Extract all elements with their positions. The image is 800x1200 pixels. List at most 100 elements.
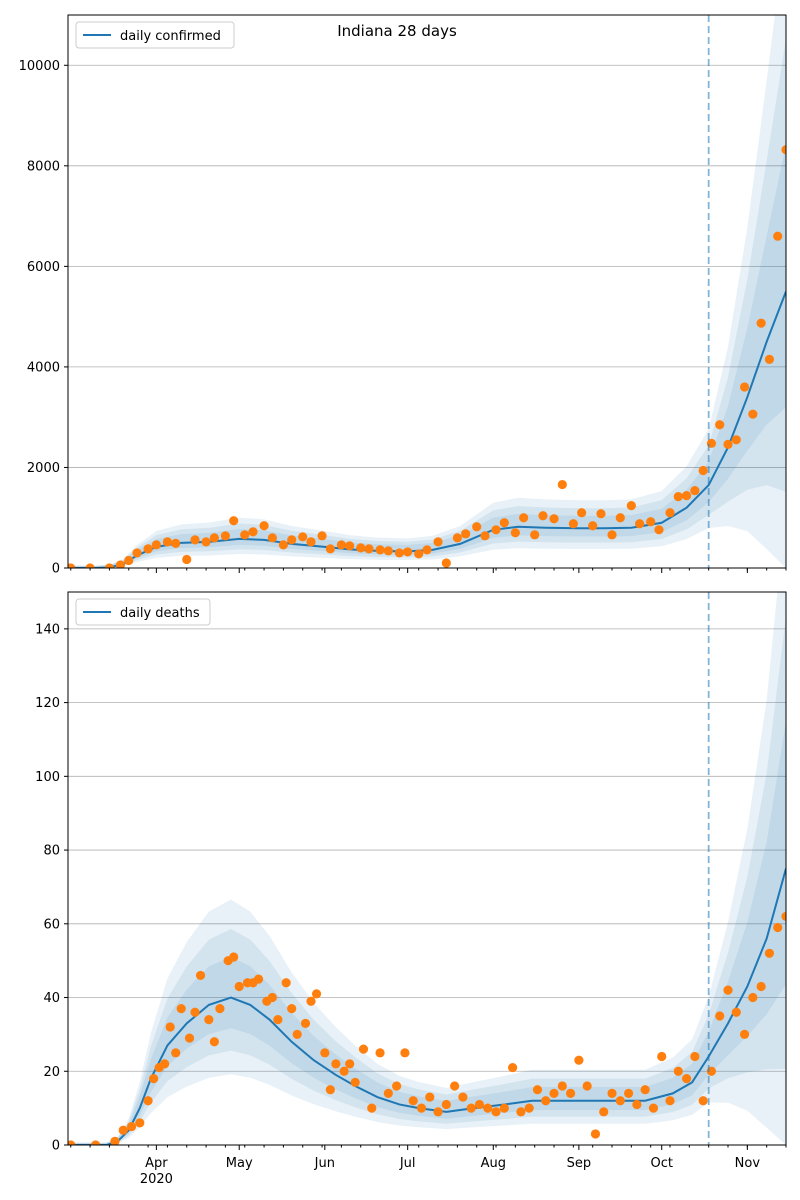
data-point: [654, 525, 664, 535]
data-point: [756, 981, 766, 992]
data-point: [538, 511, 548, 521]
data-point: [673, 1066, 683, 1076]
data-point: [623, 1088, 634, 1098]
data-point: [461, 529, 471, 539]
data-point: [325, 1085, 335, 1095]
data-point: [458, 1092, 468, 1102]
data-point: [143, 1096, 153, 1106]
data-point: [91, 1140, 101, 1145]
data-point: [588, 521, 598, 531]
data-point: [364, 544, 374, 554]
x-tick-label: Aug: [481, 1156, 506, 1171]
data-point: [171, 538, 181, 548]
data-point: [104, 563, 115, 568]
data-point: [400, 1048, 410, 1058]
data-point: [635, 519, 645, 529]
uncertainty-band: [70, 15, 786, 568]
axes-frame: [67, 591, 787, 1146]
data-point: [466, 1103, 476, 1113]
data-point: [681, 491, 692, 501]
data-point: [422, 545, 432, 555]
data-point: [549, 1088, 559, 1098]
data-point: [756, 318, 766, 328]
data-point: [204, 1015, 214, 1025]
data-point: [519, 513, 529, 523]
data-point: [278, 540, 288, 550]
data-point: [190, 535, 200, 545]
data-point: [665, 1096, 675, 1106]
data-point: [590, 1129, 601, 1139]
axes-frame: [67, 14, 787, 569]
data-point: [339, 1066, 349, 1076]
data-point: [292, 1029, 302, 1039]
x-tick-label: May: [226, 1156, 253, 1171]
x-tick-label: Apr: [145, 1156, 168, 1171]
data-point: [425, 1092, 435, 1102]
data-point: [615, 513, 625, 523]
data-point: [273, 1015, 283, 1025]
y-tick-label: 0: [52, 562, 60, 577]
data-point: [320, 1048, 330, 1058]
data-point: [640, 1085, 650, 1095]
data-point: [248, 527, 258, 537]
data-point: [240, 530, 250, 540]
data-point: [566, 1088, 576, 1098]
data-point: [287, 1003, 297, 1014]
data-point: [715, 1011, 725, 1021]
data-point: [392, 1081, 402, 1091]
data-point: [557, 479, 567, 490]
data-point: [375, 545, 385, 555]
data-point: [317, 531, 327, 541]
data-point: [171, 1048, 181, 1058]
data-point: [607, 1088, 617, 1098]
data-point: [331, 1059, 341, 1069]
data-point: [281, 978, 291, 988]
data-point: [195, 970, 206, 981]
data-point: [300, 1018, 311, 1028]
data-point: [626, 501, 636, 511]
data-point: [149, 1074, 159, 1084]
data-point: [748, 992, 758, 1003]
y-tick-label: 100: [35, 770, 60, 785]
data-point: [474, 1099, 485, 1110]
data-point: [599, 1107, 609, 1117]
data-point: [408, 1096, 418, 1106]
data-point: [229, 952, 239, 962]
data-point: [690, 1051, 700, 1062]
data-point: [698, 465, 708, 476]
data-point: [345, 1059, 355, 1069]
data-point: [85, 563, 95, 568]
data-point: [182, 554, 192, 565]
series-line-daily-deaths: [70, 868, 786, 1145]
x-tick-label: Oct: [650, 1156, 672, 1171]
data-point: [151, 540, 161, 550]
data-point: [306, 537, 316, 547]
legend: daily confirmed: [75, 21, 235, 49]
y-tick-label: 8000: [27, 159, 60, 174]
data-point: [311, 989, 322, 999]
data-point: [433, 1107, 443, 1117]
data-point: [731, 1007, 741, 1017]
y-tick-label: 0: [52, 1139, 60, 1154]
uncertainty-band: [70, 615, 786, 1145]
data-point: [723, 985, 733, 995]
data-point: [68, 1140, 76, 1145]
data-point: [574, 1055, 584, 1065]
data-point: [607, 530, 617, 540]
data-point: [209, 1037, 219, 1047]
data-point: [358, 1044, 369, 1054]
data-point: [118, 1125, 128, 1135]
data-point: [632, 1099, 642, 1110]
data-point: [367, 1103, 377, 1113]
data-point: [209, 533, 219, 543]
data-point: [441, 1099, 451, 1110]
data-point: [781, 145, 786, 155]
data-point: [383, 546, 393, 556]
y-tick-label: 6000: [27, 260, 60, 275]
data-point: [414, 549, 424, 559]
data-point: [452, 533, 462, 543]
legend: daily deaths: [75, 598, 211, 626]
data-point: [499, 518, 509, 528]
data-point: [491, 1107, 501, 1117]
